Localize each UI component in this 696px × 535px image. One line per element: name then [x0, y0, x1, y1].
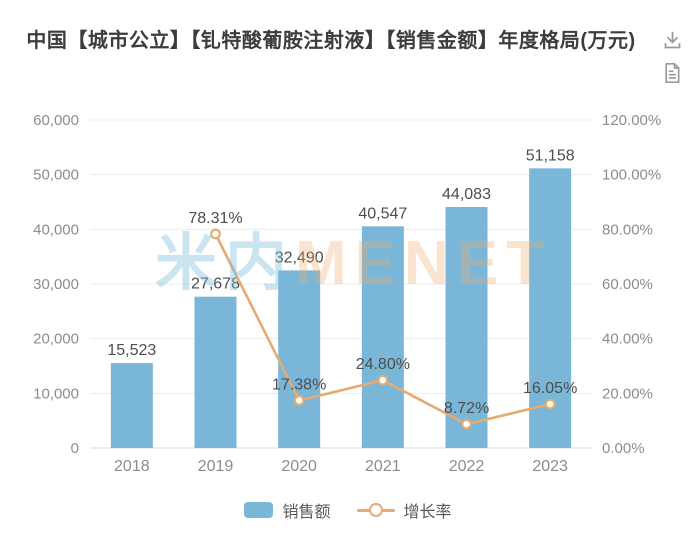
- growth-point-marker[interactable]: [377, 374, 389, 386]
- download-icon[interactable]: [662, 30, 683, 51]
- x-axis-label: 2018: [114, 458, 150, 475]
- right-axis-tick: 60.00%: [602, 276, 653, 293]
- right-axis-tick: 0.00%: [602, 440, 645, 457]
- chart-legend: 销售额 增长率: [0, 497, 696, 523]
- legend-item-growth[interactable]: 增长率: [356, 498, 452, 522]
- growth-point-marker[interactable]: [461, 418, 472, 430]
- left-axis-tick: 40,000: [33, 221, 79, 238]
- sales-bar[interactable]: [445, 207, 488, 448]
- x-axis-label: 2019: [198, 458, 234, 475]
- legend-label-growth: 增长率: [403, 504, 452, 521]
- sales-bar[interactable]: [110, 363, 153, 448]
- left-axis-tick: 30,000: [33, 276, 79, 293]
- x-axis-label: 2020: [281, 458, 317, 475]
- bar-value-label: 51,158: [526, 147, 575, 164]
- right-axis-tick: 40.00%: [602, 331, 653, 348]
- growth-line-icon: [356, 503, 395, 517]
- left-axis-tick: 20,000: [33, 331, 79, 348]
- toolbar: [662, 30, 683, 84]
- report-icon[interactable]: [662, 62, 682, 84]
- growth-point-marker[interactable]: [544, 398, 556, 410]
- right-axis-tick: 100.00%: [602, 167, 661, 184]
- bar-value-label: 32,490: [275, 249, 324, 266]
- growth-value-label: 17.38%: [272, 376, 326, 393]
- growth-value-label: 16.05%: [523, 380, 577, 397]
- growth-point-marker[interactable]: [210, 228, 221, 240]
- growth-point-marker[interactable]: [293, 395, 305, 406]
- right-axis-tick: 80.00%: [602, 221, 653, 238]
- left-axis-tick: 10,000: [33, 385, 79, 402]
- growth-value-label: 78.31%: [188, 210, 242, 227]
- right-axis-tick: 20.00%: [602, 385, 653, 402]
- bar-value-label: 27,678: [191, 276, 240, 293]
- growth-value-label: 24.80%: [356, 356, 410, 373]
- bar-value-label: 44,083: [442, 186, 491, 203]
- left-axis-tick: 50,000: [33, 167, 79, 184]
- x-axis-label: 2023: [532, 458, 568, 475]
- growth-value-label: 8.72%: [444, 400, 489, 417]
- x-axis-label: 2022: [449, 458, 485, 475]
- sales-bar[interactable]: [278, 270, 321, 448]
- sales-bar[interactable]: [194, 296, 237, 448]
- legend-item-sales[interactable]: 销售额: [244, 498, 331, 522]
- left-axis-tick: 0: [71, 440, 79, 457]
- sales-swatch-icon: [244, 502, 274, 518]
- title-row: 中国【城市公立】【钆特酸葡胺注射液】【销售金额】年度格局(万元): [20, 24, 642, 53]
- x-axis-label: 2021: [365, 458, 401, 475]
- sales-bar[interactable]: [361, 226, 404, 448]
- left-axis-tick: 60,000: [33, 112, 79, 129]
- bar-value-label: 40,547: [358, 205, 407, 222]
- chart-title: 中国【城市公立】【钆特酸葡胺注射液】【销售金额】年度格局(万元): [26, 30, 636, 52]
- legend-label-sales: 销售额: [282, 504, 331, 521]
- right-axis-tick: 120.00%: [602, 112, 661, 129]
- bar-value-label: 15,523: [107, 342, 156, 359]
